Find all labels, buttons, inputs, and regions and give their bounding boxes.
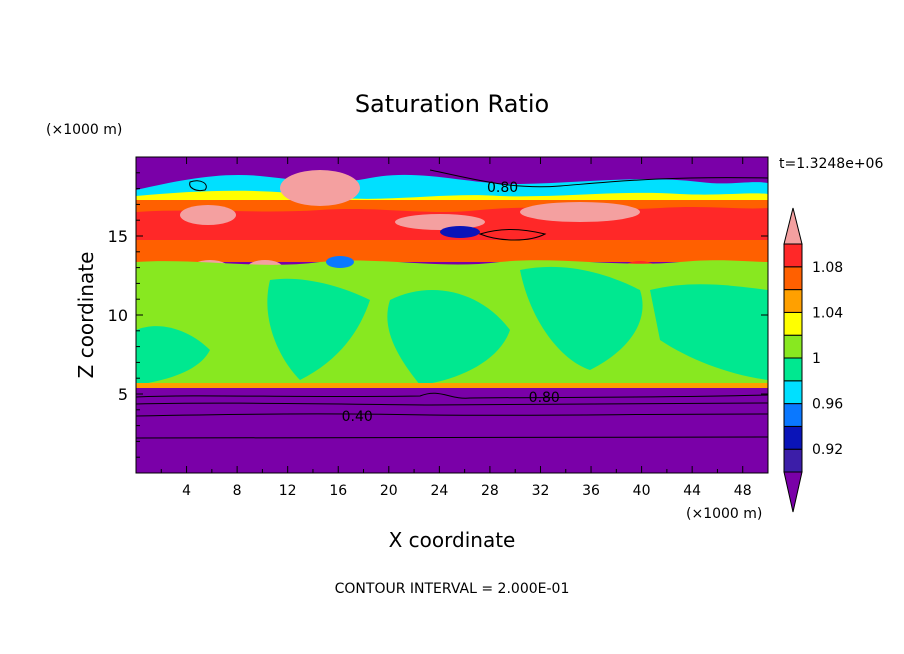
x-tick-label: 32: [532, 483, 550, 499]
contour-label: 0.80: [487, 180, 518, 196]
colorbar-box: [783, 311, 803, 336]
colorbar-label: 1.04: [812, 305, 843, 321]
dry-patch: [440, 226, 480, 238]
neutral-patch: [387, 290, 510, 385]
colorbar-label: 1: [812, 351, 821, 367]
lower-dry-layer: [136, 388, 768, 473]
contour-line: [136, 402, 768, 406]
colorbar-extend-low: [783, 471, 803, 513]
y-tick-label: 10: [108, 306, 128, 325]
colorbar-box: [783, 289, 803, 313]
x-tick-label: 16: [329, 483, 347, 499]
x-unit-label: (×1000 m): [686, 506, 762, 522]
x-tick-label: 20: [380, 483, 398, 499]
neutral-patch: [136, 326, 210, 385]
colorbar-box: [783, 334, 803, 359]
x-tick-label: 8: [233, 483, 242, 499]
colorbar-box: [783, 243, 803, 268]
x-tick-label: 12: [279, 483, 297, 499]
y-tick-label: 5: [118, 385, 128, 404]
contour-interval-note: CONTOUR INTERVAL = 2.000E-01: [335, 581, 570, 597]
time-label: t=1.3248e+06: [779, 156, 883, 172]
contour-label: 0.40: [342, 409, 373, 425]
colorbar-box: [783, 266, 803, 291]
x-tick-label: 40: [633, 483, 651, 499]
contour-lines: [136, 169, 768, 439]
y-axis: 5 10 15: [108, 172, 768, 458]
contour-line: [136, 413, 768, 417]
colorbar-box: [783, 357, 803, 382]
cloud-base-strip: [136, 383, 768, 388]
contour-line: [478, 229, 547, 241]
saturation-field: [136, 157, 768, 473]
colorbar-label: 1.08: [812, 260, 843, 276]
x-tick-label: 36: [582, 483, 600, 499]
contour-line: [136, 436, 768, 439]
colorbar: 0.92 0.96 1 1.04 1.08: [783, 207, 843, 513]
colorbar-extend-high: [783, 207, 803, 245]
colorbar-box: [783, 403, 803, 427]
x-tick-label: 28: [481, 483, 499, 499]
neutral-patch: [650, 284, 768, 380]
neutral-patch: [267, 278, 370, 380]
colorbar-box: [783, 448, 803, 473]
x-axis: 4 8 12 16 20 24 28 32 36 40 44 48: [160, 157, 752, 499]
contour-line: [136, 392, 768, 399]
x-axis-label: X coordinate: [389, 528, 516, 552]
neutral-patch: [520, 266, 643, 370]
colorbar-label: 0.96: [812, 397, 843, 413]
x-tick-label: 24: [430, 483, 448, 499]
contour-labels: 0.80 0.80 0.40: [342, 180, 560, 425]
y-axis-label: Z coordinate: [74, 252, 98, 379]
pink-patch: [180, 205, 236, 225]
contour-label: 0.80: [529, 390, 560, 406]
pink-patch: [280, 170, 360, 206]
contour-line: [189, 180, 207, 191]
chart-title: Saturation Ratio: [355, 90, 549, 118]
y-tick-label: 15: [108, 227, 128, 246]
y-unit-label: (×1000 m): [46, 122, 122, 138]
x-tick-label: 48: [734, 483, 752, 499]
dry-patch: [326, 256, 354, 268]
x-tick-label: 44: [683, 483, 701, 499]
pink-patch: [395, 214, 485, 230]
colorbar-label: 0.92: [812, 442, 843, 458]
pink-patch: [520, 202, 640, 222]
contour-line: [429, 169, 768, 188]
colorbar-box: [783, 380, 803, 405]
colorbar-box: [783, 425, 803, 450]
x-tick-label: 4: [182, 483, 191, 499]
